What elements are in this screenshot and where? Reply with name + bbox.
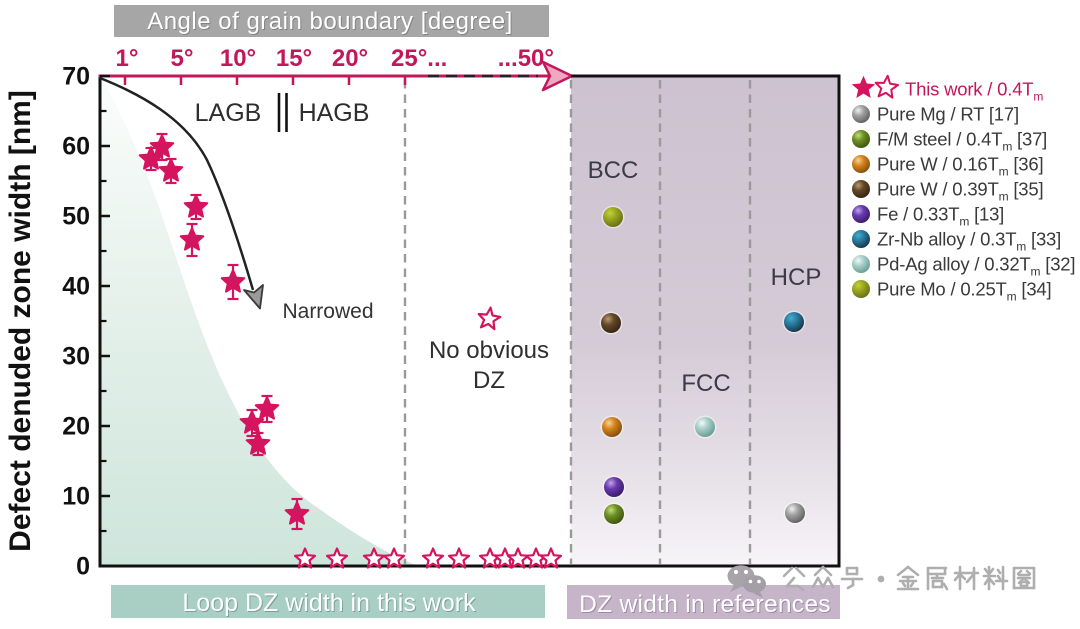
svg-text:Zr-Nb alloy / 0.3Tm [33]: Zr-Nb alloy / 0.3Tm [33] [877, 229, 1061, 254]
svg-text:F/M steel / 0.4Tm [37]: F/M steel / 0.4Tm [37] [877, 129, 1047, 154]
svg-text:5°: 5° [171, 45, 194, 72]
svg-text:Pure Mg / RT [17]: Pure Mg / RT [17] [877, 104, 1019, 125]
svg-text:Angle of grain boundary [degre: Angle of grain boundary [degree] [147, 8, 513, 35]
svg-text:Pure W / 0.39Tm [35]: Pure W / 0.39Tm [35] [877, 179, 1043, 204]
svg-text:This work / 0.4Tm: This work / 0.4Tm [905, 79, 1043, 104]
svg-text:...50°: ...50° [498, 45, 554, 72]
svg-text:50: 50 [62, 203, 90, 231]
svg-text:No obvious: No obvious [429, 337, 549, 364]
svg-text:10: 10 [62, 483, 90, 511]
svg-text:30: 30 [62, 343, 90, 371]
svg-text:20: 20 [62, 413, 90, 441]
svg-text:1°: 1° [116, 45, 139, 72]
svg-text:FCC: FCC [681, 370, 730, 397]
svg-text:DZ width in references: DZ width in references [579, 591, 831, 618]
svg-text:15°: 15° [276, 45, 312, 72]
svg-text:10°: 10° [220, 45, 256, 72]
svg-text:HAGB: HAGB [299, 99, 370, 127]
svg-text:Angle of grain boundary [degre: Angle of grain boundary [degree] [148, 9, 514, 36]
svg-text:Pd-Ag alloy / 0.32Tm [32]: Pd-Ag alloy / 0.32Tm [32] [877, 254, 1075, 279]
svg-text:LAGB: LAGB [195, 99, 262, 127]
svg-text:Fe / 0.33Tm [13]: Fe / 0.33Tm [13] [877, 204, 1004, 229]
svg-text:Loop DZ width in this work: Loop DZ width in this work [183, 590, 477, 618]
svg-text:Loop DZ width in this work: Loop DZ width in this work [182, 589, 476, 617]
svg-text:25°...: 25°... [391, 45, 447, 72]
svg-text:HCP: HCP [771, 264, 822, 291]
svg-text:Pure W / 0.16Tm [36]: Pure W / 0.16Tm [36] [877, 154, 1043, 179]
svg-text:Pure Mo / 0.25Tm [34]: Pure Mo / 0.25Tm [34] [877, 279, 1051, 304]
svg-text:Defect denuded zone width [nm]: Defect denuded zone width [nm] [4, 90, 37, 552]
svg-text:40: 40 [62, 273, 90, 301]
svg-text:70: 70 [62, 63, 90, 91]
svg-text:DZ: DZ [473, 367, 505, 394]
svg-text:0: 0 [76, 553, 90, 581]
svg-text:60: 60 [62, 133, 90, 161]
svg-text:DZ width in references: DZ width in references [580, 592, 832, 619]
svg-text:Narrowed: Narrowed [282, 300, 373, 323]
svg-text:BCC: BCC [588, 157, 639, 184]
svg-text:20°: 20° [332, 45, 368, 72]
